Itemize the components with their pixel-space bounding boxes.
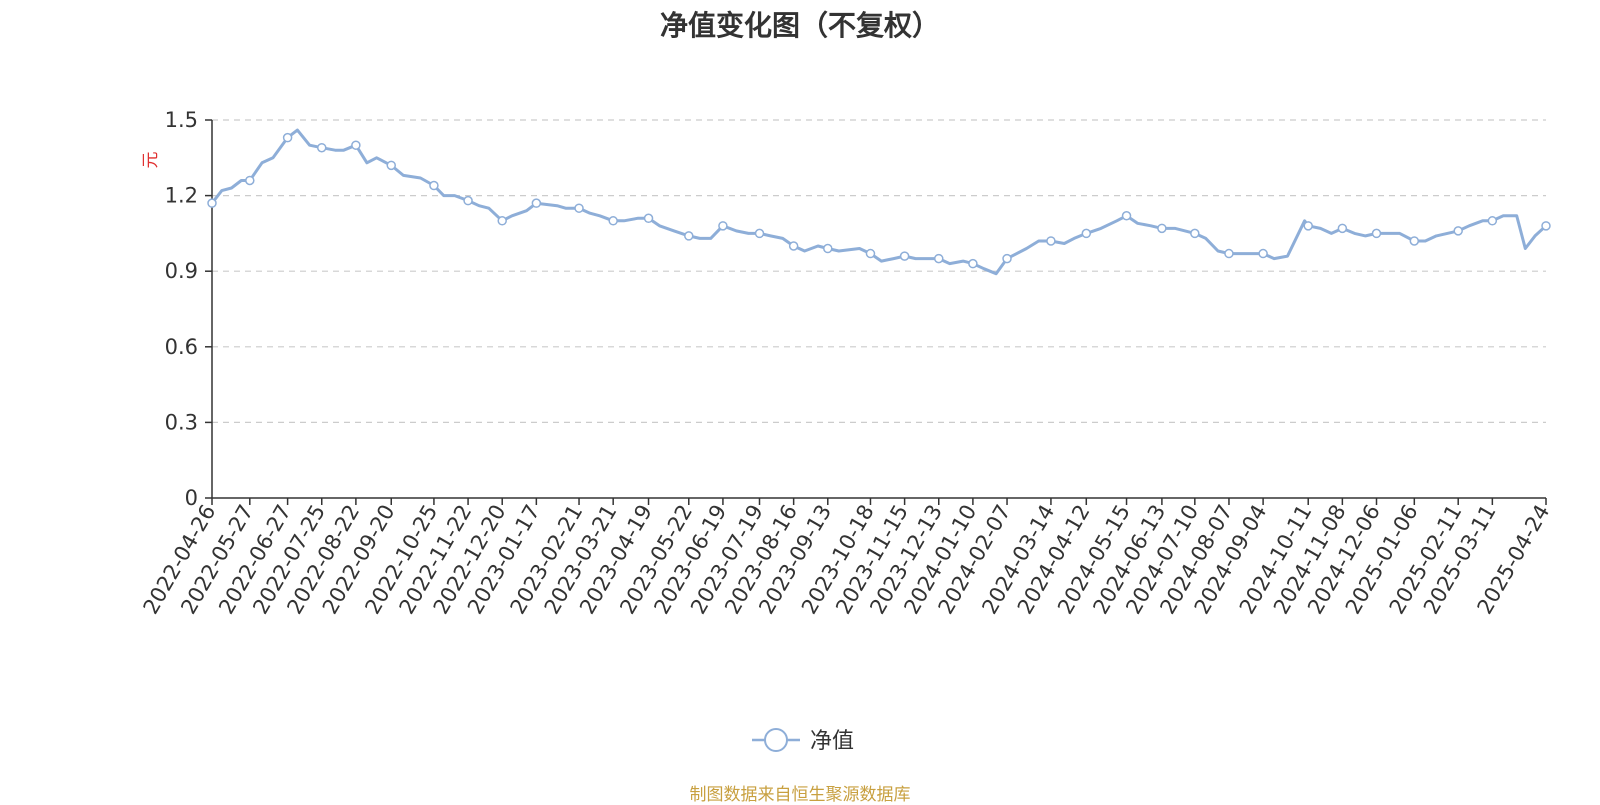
y-tick-label: 0.9 <box>165 259 198 283</box>
y-tick-label: 1.2 <box>165 184 198 208</box>
data-point <box>608 216 618 226</box>
data-point <box>1371 228 1382 239</box>
data-point <box>1487 216 1498 226</box>
data-point <box>1303 221 1313 231</box>
data-point <box>968 258 978 269</box>
data-point <box>1046 236 1056 246</box>
data-point <box>1081 228 1092 239</box>
data-point <box>684 231 694 241</box>
y-tick-labels: 0 0.3 0.6 0.9 1.2 1.5 <box>165 108 198 510</box>
data-point <box>1337 223 1348 234</box>
data-point <box>1541 221 1551 231</box>
legend-circle-icon <box>764 728 788 752</box>
data-point <box>823 243 833 254</box>
y-tick-label: 0 <box>185 486 198 510</box>
data-point <box>718 221 728 231</box>
data-point <box>1002 253 1012 264</box>
legend[interactable]: 净值 <box>752 728 854 754</box>
data-point <box>351 140 361 150</box>
data-point <box>933 253 944 264</box>
data-point <box>1409 236 1420 246</box>
series-line <box>210 128 1548 276</box>
series-layer <box>207 128 1551 276</box>
source-note: 制图数据来自恒生聚源数据库 <box>689 785 911 805</box>
data-point <box>245 175 255 186</box>
data-point <box>429 180 439 191</box>
data-point <box>788 241 799 251</box>
chart-title: 净值变化图（不复权） <box>659 9 940 42</box>
data-point <box>643 213 654 224</box>
data-point <box>1258 248 1268 259</box>
data-point <box>282 132 293 143</box>
data-point <box>1190 228 1200 239</box>
data-point <box>497 216 507 226</box>
x-tick-labels: 2022-04-262022-05-272022-06-272022-07-25… <box>139 500 1555 618</box>
axes <box>205 119 1547 505</box>
data-point <box>899 251 910 261</box>
y-tick-label: 0.6 <box>165 335 198 359</box>
y-tick-label: 0.3 <box>165 410 198 434</box>
data-point <box>1121 211 1132 221</box>
data-point <box>1157 223 1167 234</box>
data-point <box>1224 248 1234 259</box>
legend-label: 净值 <box>810 729 854 754</box>
data-point <box>316 142 327 153</box>
y-tick-label: 1.5 <box>165 108 198 132</box>
grid-lines <box>212 119 1546 423</box>
data-point <box>574 203 584 213</box>
data-point <box>207 198 217 208</box>
y-axis-unit-label: 元 <box>141 152 161 169</box>
data-point <box>531 198 542 208</box>
data-point <box>386 160 396 171</box>
data-point <box>1453 226 1463 236</box>
data-point <box>865 248 876 259</box>
data-point <box>754 228 765 239</box>
data-point <box>463 195 473 206</box>
